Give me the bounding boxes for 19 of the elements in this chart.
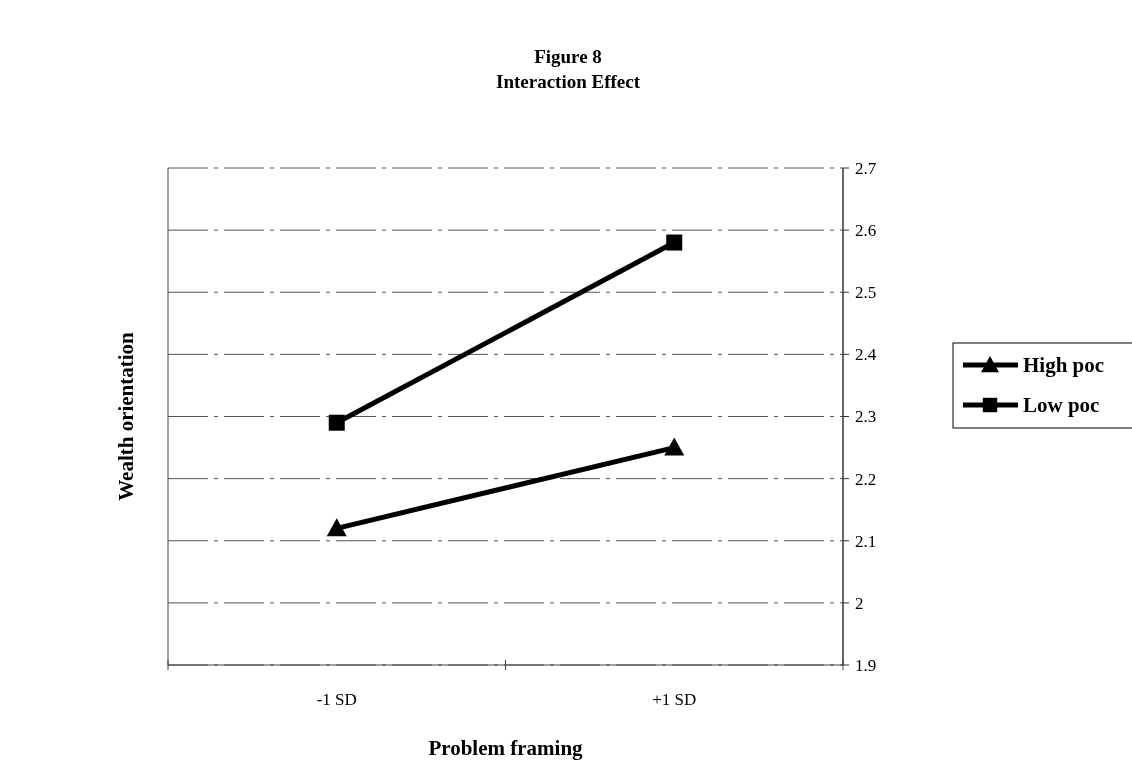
x-tick-label: -1 SD bbox=[316, 690, 357, 709]
y-tick-label: 2.4 bbox=[855, 345, 877, 365]
y-tick-label: 2.1 bbox=[855, 531, 877, 551]
y-tick-label: 2.2 bbox=[855, 469, 877, 489]
legend-label: Low poc bbox=[1023, 393, 1100, 418]
x-axis-title: Problem framing bbox=[428, 736, 584, 760]
y-tick-label: 2.3 bbox=[855, 407, 877, 427]
y-tick-label: 2.5 bbox=[855, 283, 877, 303]
legend-label: High poc bbox=[1023, 353, 1105, 378]
point bbox=[328, 414, 345, 431]
y-axis-title: Wealth orientation bbox=[114, 331, 138, 501]
y-tick-label: 1.9 bbox=[855, 655, 877, 675]
y-tick-label: 2 bbox=[855, 593, 864, 613]
x-tick-label: +1 SD bbox=[652, 690, 697, 709]
y-tick-label: 2.6 bbox=[855, 221, 877, 241]
chart-subtitle: Interaction Effect bbox=[495, 71, 641, 92]
y-tick-label: 2.7 bbox=[855, 158, 877, 178]
point bbox=[666, 234, 683, 251]
chart-title: Figure 8 bbox=[534, 46, 602, 67]
